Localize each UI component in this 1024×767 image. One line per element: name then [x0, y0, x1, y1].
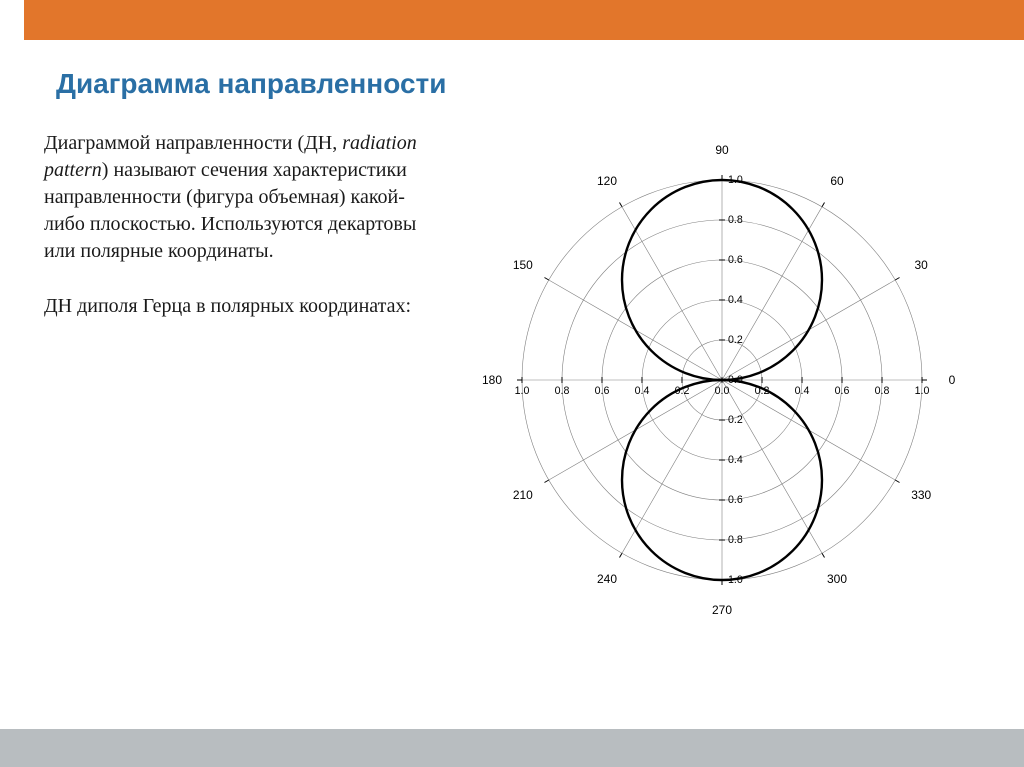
svg-text:0.8: 0.8 — [875, 385, 890, 397]
svg-text:1.0: 1.0 — [915, 385, 930, 397]
svg-text:0.0: 0.0 — [715, 385, 730, 397]
svg-text:0: 0 — [949, 373, 956, 387]
svg-text:0.6: 0.6 — [595, 385, 610, 397]
svg-text:0.2: 0.2 — [728, 414, 743, 426]
svg-text:0.4: 0.4 — [635, 385, 650, 397]
svg-text:0.8: 0.8 — [555, 385, 570, 397]
slide-body: Диаграмма направленности Диаграммой напр… — [0, 68, 1024, 635]
svg-text:240: 240 — [597, 572, 617, 586]
svg-text:0.4: 0.4 — [728, 294, 743, 306]
svg-text:0.2: 0.2 — [728, 334, 743, 346]
content-row: Диаграммой направленности (ДН, radiation… — [0, 130, 1024, 635]
slide-title: Диаграмма направленности — [56, 68, 1024, 100]
svg-text:270: 270 — [712, 603, 732, 617]
header-bar — [24, 0, 1024, 40]
polar-chart: 0 30 60 90 120 150 180 210 240 270 300 330 0.0 0.2 0.2… — [452, 130, 992, 630]
svg-text:0.4: 0.4 — [728, 454, 743, 466]
paragraph-1: Диаграммой направленности (ДН, radiation… — [44, 130, 444, 265]
svg-text:0.6: 0.6 — [728, 494, 743, 506]
svg-text:180: 180 — [482, 373, 502, 387]
chart-column: 0 30 60 90 120 150 180 210 240 270 300 330 0.0 0.2 0.2… — [452, 130, 992, 635]
svg-text:60: 60 — [830, 174, 844, 188]
svg-text:30: 30 — [915, 258, 929, 272]
svg-text:120: 120 — [597, 174, 617, 188]
svg-text:150: 150 — [513, 258, 533, 272]
paragraph-2: ДН диполя Герца в полярных координатах: — [44, 293, 444, 320]
svg-text:0.6: 0.6 — [728, 254, 743, 266]
text-column: Диаграммой направленности (ДН, radiation… — [44, 130, 444, 348]
svg-text:0.8: 0.8 — [728, 534, 743, 546]
svg-text:300: 300 — [827, 572, 847, 586]
svg-text:210: 210 — [513, 488, 533, 502]
p1-run1: Диаграммой направленности (ДН, — [44, 132, 342, 154]
svg-text:90: 90 — [715, 143, 729, 157]
footer-bar — [0, 729, 1024, 767]
svg-text:0.8: 0.8 — [728, 214, 743, 226]
svg-text:0.4: 0.4 — [795, 385, 810, 397]
svg-text:0.6: 0.6 — [835, 385, 850, 397]
svg-text:330: 330 — [911, 488, 931, 502]
svg-text:1.0: 1.0 — [515, 385, 530, 397]
